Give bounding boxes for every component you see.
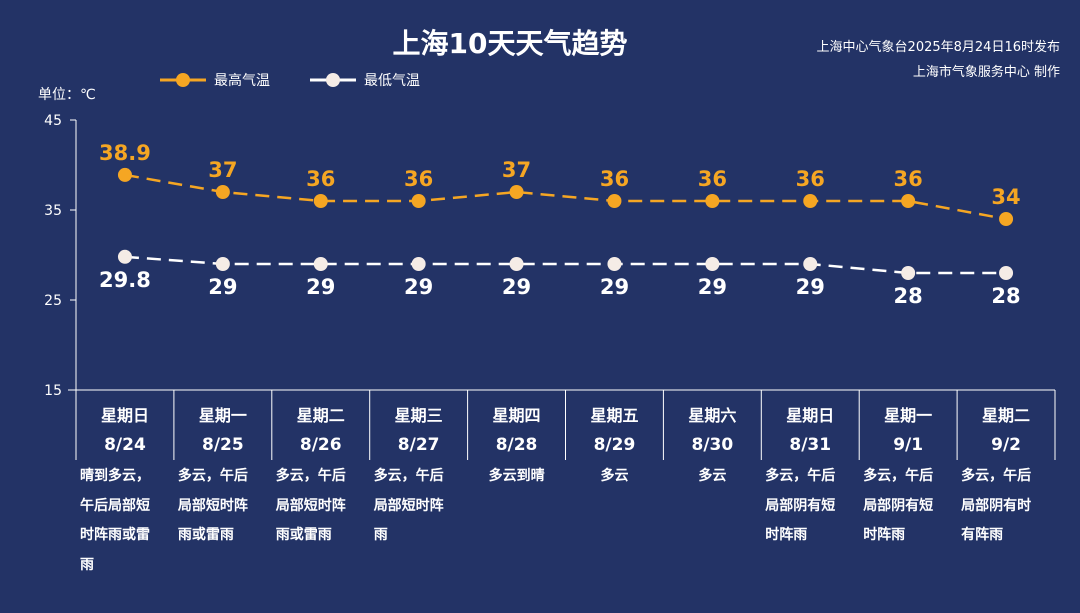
weekday-label: 星期四 bbox=[493, 406, 541, 425]
weekday-label: 星期一 bbox=[884, 406, 932, 425]
data-point-low bbox=[313, 257, 328, 271]
legend-label-low: 最低气温 bbox=[364, 73, 420, 89]
data-label-low: 29 bbox=[796, 275, 825, 299]
weekday-label: 星期日 bbox=[786, 406, 834, 425]
date-label: 8/26 bbox=[300, 435, 342, 455]
date-label: 9/1 bbox=[893, 435, 923, 455]
data-point-high bbox=[411, 194, 426, 208]
date-label: 8/28 bbox=[496, 435, 538, 455]
data-point-low bbox=[607, 257, 622, 271]
series-line-low bbox=[124, 255, 1007, 275]
data-label-low: 28 bbox=[991, 284, 1020, 308]
series-line-high bbox=[124, 173, 1007, 221]
data-label-high: 36 bbox=[698, 167, 727, 191]
weather-description: 多云，午后 局部短时阵 雨或雷雨 bbox=[177, 468, 248, 543]
weather-description: 多云 bbox=[600, 468, 629, 484]
date-label: 8/27 bbox=[398, 435, 440, 455]
data-label-high: 38.9 bbox=[99, 141, 151, 165]
weekday-label: 星期六 bbox=[688, 406, 736, 425]
data-point-low bbox=[999, 266, 1014, 280]
legend-marker-high-icon bbox=[160, 73, 206, 87]
date-label: 8/30 bbox=[691, 435, 733, 455]
data-point-high bbox=[509, 185, 524, 199]
legend-item-low: 最低气温 bbox=[310, 70, 420, 90]
weekday-label: 星期二 bbox=[982, 406, 1030, 425]
data-label-low: 29 bbox=[698, 275, 727, 299]
y-tick-label: 45 bbox=[44, 113, 62, 129]
data-point-high bbox=[117, 167, 132, 182]
data-point-high bbox=[901, 194, 916, 208]
weather-description: 多云，午后 局部阴有时 有阵雨 bbox=[961, 468, 1032, 543]
data-point-low bbox=[117, 249, 132, 264]
data-point-low bbox=[901, 266, 916, 280]
weather-description: 多云 bbox=[698, 468, 727, 484]
data-point-low bbox=[509, 257, 524, 271]
data-label-low: 29 bbox=[600, 275, 629, 299]
data-label-high: 36 bbox=[600, 167, 629, 191]
data-label-high: 36 bbox=[796, 167, 825, 191]
data-point-low bbox=[803, 257, 818, 271]
data-label-low: 29 bbox=[502, 275, 531, 299]
data-label-high: 37 bbox=[502, 158, 531, 182]
date-label: 9/2 bbox=[991, 435, 1021, 455]
data-label-low: 29 bbox=[306, 275, 335, 299]
source-line-2: 上海市气象服务中心 制作 bbox=[912, 65, 1060, 80]
weekday-label: 星期二 bbox=[297, 406, 345, 425]
data-point-high bbox=[705, 194, 720, 208]
unit-label: 单位：℃ bbox=[38, 87, 96, 103]
data-label-low: 29 bbox=[208, 275, 237, 299]
data-label-high: 36 bbox=[404, 167, 433, 191]
date-label: 8/31 bbox=[789, 435, 831, 455]
data-point-high bbox=[215, 185, 230, 199]
data-label-high: 36 bbox=[894, 167, 923, 191]
date-label: 8/25 bbox=[202, 435, 244, 455]
chart-title: 上海10天天气趋势 bbox=[392, 27, 628, 60]
data-point-low bbox=[215, 257, 230, 271]
data-label-high: 37 bbox=[208, 158, 237, 182]
weather-description: 多云，午后 局部短时阵 雨 bbox=[373, 468, 444, 543]
weather-description: 多云，午后 局部阴有短 时阵雨 bbox=[765, 468, 836, 543]
weekday-label: 星期三 bbox=[395, 406, 443, 425]
data-point-high bbox=[803, 194, 818, 208]
legend-item-high: 最高气温 bbox=[160, 70, 270, 90]
weekday-label: 星期一 bbox=[199, 406, 247, 425]
y-tick-label: 25 bbox=[44, 293, 62, 309]
date-label: 8/29 bbox=[594, 435, 636, 455]
data-point-high bbox=[999, 212, 1014, 226]
legend-marker-low-icon bbox=[310, 73, 356, 87]
data-label-low: 29.8 bbox=[99, 268, 151, 292]
date-label: 8/24 bbox=[104, 435, 146, 455]
weather-description: 晴到多云， 午后局部短 时阵雨或雷 雨 bbox=[80, 468, 150, 573]
legend-label-high: 最高气温 bbox=[214, 73, 270, 89]
weekday-label: 星期日 bbox=[101, 406, 149, 425]
data-label-high: 36 bbox=[306, 167, 335, 191]
data-point-low bbox=[705, 257, 720, 271]
data-point-low bbox=[411, 257, 426, 271]
data-point-high bbox=[313, 194, 328, 208]
data-point-high bbox=[607, 194, 622, 208]
data-label-low: 29 bbox=[404, 275, 433, 299]
source-line-1: 上海中心气象台2025年8月24日16时发布 bbox=[816, 40, 1060, 55]
data-label-high: 34 bbox=[991, 185, 1020, 209]
weekday-label: 星期五 bbox=[590, 406, 638, 425]
weather-description: 多云，午后 局部阴有短 时阵雨 bbox=[863, 468, 934, 543]
weather-description: 多云到晴 bbox=[488, 468, 545, 484]
y-tick-label: 15 bbox=[44, 383, 62, 399]
y-tick-label: 35 bbox=[44, 203, 62, 219]
weather-description: 多云，午后 局部短时阵 雨或雷雨 bbox=[275, 468, 346, 543]
data-label-low: 28 bbox=[894, 284, 923, 308]
